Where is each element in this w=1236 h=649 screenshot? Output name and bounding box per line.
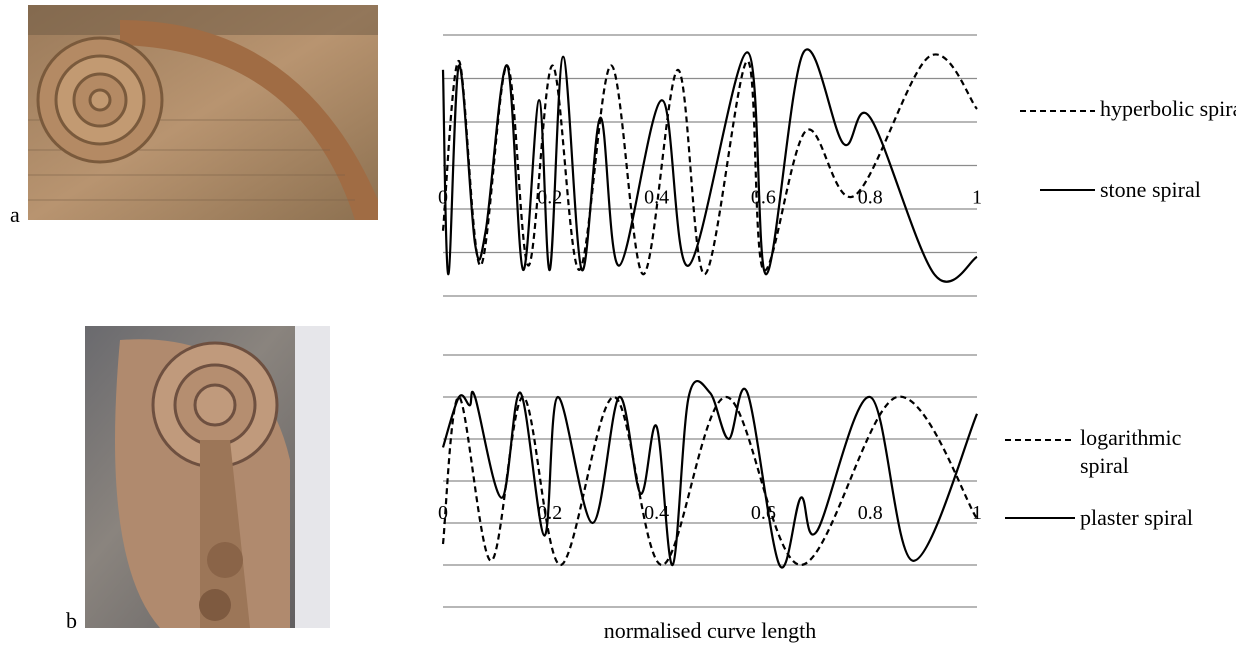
legend-label: logarithmic spiral bbox=[1080, 425, 1182, 478]
x-tick-label: 1 bbox=[972, 187, 982, 209]
legend-label: plaster spiral bbox=[1080, 505, 1194, 530]
panel-label: a bbox=[10, 202, 20, 227]
x-tick-label: 0.2 bbox=[537, 187, 562, 209]
x-tick-label: 0.4 bbox=[644, 187, 669, 209]
series-line bbox=[441, 380, 979, 569]
x-tick-label: 0.6 bbox=[751, 187, 776, 209]
x-tick-label: 0.2 bbox=[537, 502, 562, 524]
legend-label: stone spiral bbox=[1100, 177, 1201, 202]
x-tick-label: 0.8 bbox=[858, 502, 883, 524]
x-axis-title: normalised curve length bbox=[604, 618, 817, 643]
x-tick-label: 0.4 bbox=[644, 502, 669, 524]
x-tick-label: 0.6 bbox=[751, 502, 776, 524]
series-line bbox=[441, 53, 978, 276]
x-tick-label: 0.8 bbox=[858, 187, 883, 209]
panel-label: b bbox=[66, 608, 77, 633]
x-tick-label: 1 bbox=[972, 502, 982, 524]
photo-plaster-spiral bbox=[85, 326, 330, 628]
photo-stone-spiral bbox=[28, 5, 378, 220]
legend-label: hyperbolic spiral bbox=[1100, 96, 1236, 121]
series-line bbox=[441, 48, 978, 283]
x-tick-label: 0 bbox=[438, 502, 448, 524]
x-tick-label: 0 bbox=[438, 187, 448, 209]
